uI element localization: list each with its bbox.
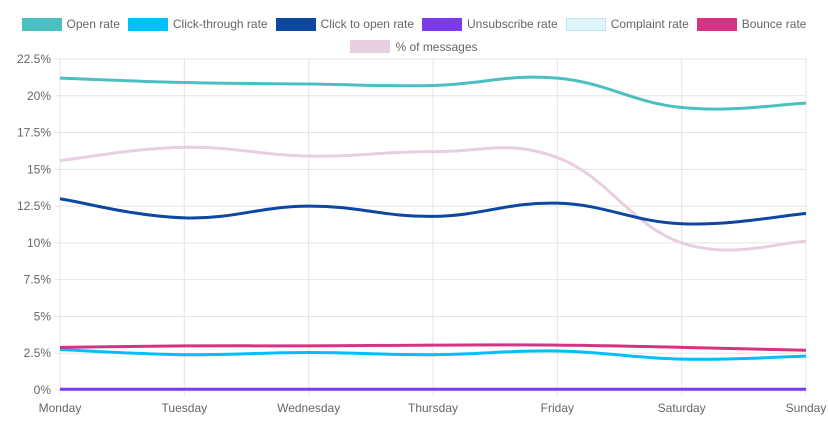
y-tick-label: 15% [27,162,51,176]
legend-label: Unsubscribe rate [467,17,558,31]
x-tick-label: Saturday [658,401,706,415]
legend-swatch [275,17,316,31]
x-tick-label: Monday [39,401,82,415]
legend-item[interactable]: Click-through rate [127,14,268,34]
y-tick-label: 10% [27,236,51,250]
legend-swatch [350,40,391,53]
legend-label: Complaint rate [610,17,689,31]
legend-swatch [127,17,168,31]
x-tick-label: Wednesday [277,401,340,415]
y-tick-label: 2.5% [24,346,52,360]
legend-item[interactable]: Open rate [21,14,120,34]
x-tick-label: Friday [541,401,574,415]
series-line-click-to-open-rate [59,197,807,226]
x-tick-label: Tuesday [162,401,208,415]
series-line-click-through-rate [59,348,807,361]
y-tick-label: 7.5% [24,273,52,287]
x-tick-label: Sunday [786,401,827,415]
y-tick-label: 17.5% [17,126,51,140]
series-line-open-rate [59,75,807,111]
legend: Open rate Click-through rate Click to open… [0,14,828,59]
legend-swatch [696,17,737,31]
legend-item[interactable]: Unsubscribe rate [422,14,558,34]
legend-item[interactable]: Complaint rate [565,14,689,34]
legend-item[interactable]: Click to open rate [275,14,414,34]
y-tick-label: 12.5% [17,199,51,213]
y-tick-label: 20% [27,89,51,103]
y-tick-label: 5% [34,309,52,323]
series-line-bounce-rate [59,343,807,352]
legend-swatch [422,17,462,31]
legend-label: Open rate [66,17,120,31]
legend-item[interactable]: Bounce rate [696,14,807,34]
legend-swatch [21,17,62,31]
legend-label: Click-through rate [172,17,268,31]
legend-swatch [565,17,606,31]
legend-label: Bounce rate [741,17,807,31]
series-line-of-messages [59,145,807,252]
legend-item[interactable]: % of messages [350,37,478,57]
y-tick-label: 22.5% [17,52,51,66]
legend-label: Click to open rate [320,17,414,31]
legend-label: % of messages [395,39,478,54]
y-tick-label: 0% [34,383,52,397]
x-tick-label: Thursday [408,401,458,415]
